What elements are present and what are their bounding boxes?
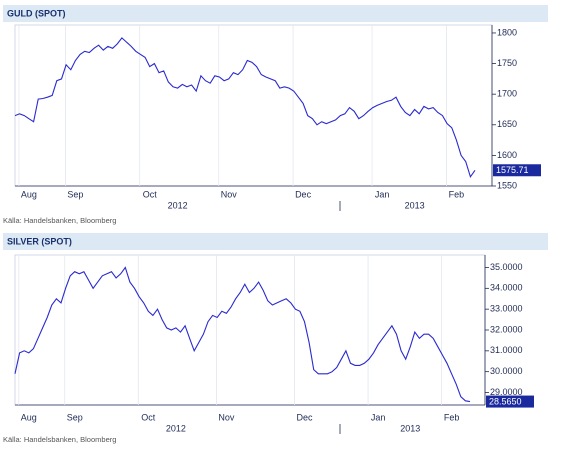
x-tick-label: Dec bbox=[297, 412, 314, 422]
y-tick-label: 33.0000 bbox=[490, 304, 523, 314]
y-tick-label: 1650 bbox=[497, 119, 517, 129]
x-tick-label: Dec bbox=[295, 189, 312, 199]
y-tick-label: 1750 bbox=[497, 58, 517, 68]
header-band bbox=[3, 5, 548, 22]
x-tick-label: Feb bbox=[449, 189, 465, 199]
source-note: Källa: Handelsbanken, Bloomberg bbox=[3, 216, 116, 225]
x-tick-label: Nov bbox=[221, 189, 238, 199]
chart-title: GULD (SPOT) bbox=[7, 8, 66, 18]
last-value-box bbox=[493, 164, 541, 177]
last-value-label: 1575.71 bbox=[496, 165, 529, 175]
price-line bbox=[14, 37, 476, 179]
y-tick-label: 32.0000 bbox=[490, 324, 523, 334]
x-tick-label: Feb bbox=[444, 412, 460, 422]
x-tick-label: Oct bbox=[141, 412, 156, 422]
year-label: 2013 bbox=[400, 423, 420, 433]
chart-title: SILVER (SPOT) bbox=[7, 236, 72, 246]
y-tick-label: 1700 bbox=[497, 89, 517, 99]
x-tick-label: Sep bbox=[67, 189, 83, 199]
x-tick-label: Jan bbox=[371, 412, 386, 422]
y-tick-label: 34.0000 bbox=[490, 283, 523, 293]
y-tick-label: 1800 bbox=[497, 27, 517, 37]
x-tick-label: Sep bbox=[67, 412, 83, 422]
x-tick-label: Nov bbox=[218, 412, 235, 422]
plot-frame bbox=[14, 254, 486, 406]
chart: GULD (SPOT) 1550 1600 1650 1700 1750 1800 Aug Se… bbox=[3, 5, 548, 225]
y-tick-label: 1600 bbox=[497, 150, 517, 160]
price-line bbox=[14, 266, 471, 403]
last-value-label: 28.5650 bbox=[489, 396, 522, 406]
x-tick-label: Jan bbox=[375, 189, 390, 199]
year-label: 2012 bbox=[166, 423, 186, 433]
y-tick-label: 1550 bbox=[497, 180, 517, 190]
header-band bbox=[3, 233, 548, 250]
year-label: 2012 bbox=[168, 200, 188, 210]
chart: SILVER (SPOT) 29.0000 30.0000 31.0000 32.000… bbox=[3, 233, 548, 444]
y-tick-label: 31.0000 bbox=[490, 345, 523, 355]
last-value-box bbox=[486, 395, 534, 408]
y-tick-label: 29.0000 bbox=[490, 387, 523, 397]
y-tick-label: 35.0000 bbox=[490, 262, 523, 272]
source-note: Källa: Handelsbanken, Bloomberg bbox=[3, 435, 116, 444]
x-tick-label: Aug bbox=[21, 412, 37, 422]
x-tick-label: Aug bbox=[21, 189, 37, 199]
x-tick-label: Oct bbox=[143, 189, 158, 199]
y-tick-label: 30.0000 bbox=[490, 366, 523, 376]
year-label: 2013 bbox=[405, 200, 425, 210]
plot-frame bbox=[14, 24, 493, 187]
